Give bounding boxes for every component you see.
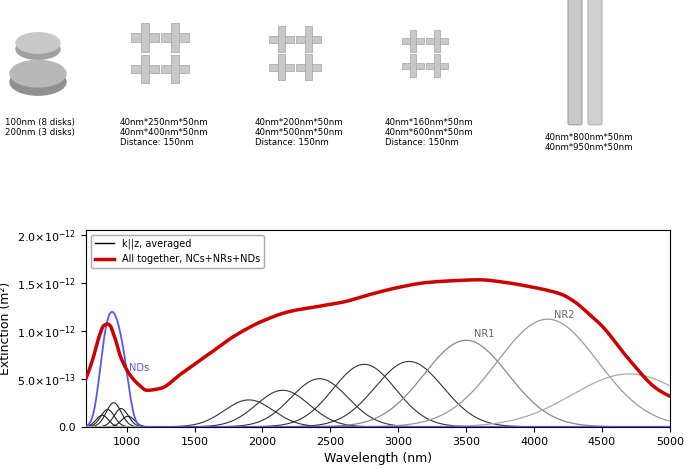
FancyBboxPatch shape <box>426 62 448 68</box>
FancyBboxPatch shape <box>402 39 424 41</box>
FancyBboxPatch shape <box>171 23 179 52</box>
Text: 40nm*200nm*50nm
40nm*500nm*50nm
Distance: 150nm: 40nm*200nm*50nm 40nm*500nm*50nm Distance… <box>255 118 344 147</box>
FancyBboxPatch shape <box>434 54 440 77</box>
Text: NR1: NR1 <box>474 329 495 340</box>
Y-axis label: Extinction (m²): Extinction (m²) <box>0 282 12 375</box>
FancyBboxPatch shape <box>131 65 159 73</box>
FancyBboxPatch shape <box>426 39 448 41</box>
Legend: k||z, averaged, All together, NCs+NRs+NDs: k||z, averaged, All together, NCs+NRs+ND… <box>91 234 264 268</box>
FancyBboxPatch shape <box>402 64 424 66</box>
FancyBboxPatch shape <box>269 66 294 68</box>
FancyBboxPatch shape <box>305 54 313 80</box>
FancyBboxPatch shape <box>171 55 179 83</box>
FancyBboxPatch shape <box>434 30 440 52</box>
Text: NDs: NDs <box>129 363 150 373</box>
Ellipse shape <box>10 61 66 87</box>
FancyBboxPatch shape <box>296 38 322 40</box>
Text: NR2: NR2 <box>554 310 575 320</box>
FancyBboxPatch shape <box>131 36 159 38</box>
FancyBboxPatch shape <box>402 38 424 44</box>
FancyBboxPatch shape <box>131 33 159 42</box>
Ellipse shape <box>10 68 66 95</box>
FancyBboxPatch shape <box>410 54 416 77</box>
FancyBboxPatch shape <box>161 68 190 70</box>
FancyBboxPatch shape <box>269 38 294 40</box>
FancyBboxPatch shape <box>296 64 322 71</box>
FancyBboxPatch shape <box>161 65 190 73</box>
FancyBboxPatch shape <box>141 55 148 83</box>
FancyBboxPatch shape <box>426 64 448 66</box>
FancyBboxPatch shape <box>278 54 284 80</box>
FancyBboxPatch shape <box>305 26 313 52</box>
Ellipse shape <box>16 33 60 53</box>
FancyBboxPatch shape <box>296 36 322 43</box>
Ellipse shape <box>16 39 60 60</box>
FancyBboxPatch shape <box>588 0 602 125</box>
FancyBboxPatch shape <box>278 26 284 52</box>
FancyBboxPatch shape <box>131 68 159 70</box>
FancyBboxPatch shape <box>410 30 416 52</box>
FancyBboxPatch shape <box>269 64 294 71</box>
FancyBboxPatch shape <box>296 66 322 68</box>
FancyBboxPatch shape <box>426 38 448 44</box>
Text: 40nm*250nm*50nm
40nm*400nm*50nm
Distance: 150nm: 40nm*250nm*50nm 40nm*400nm*50nm Distance… <box>120 118 209 147</box>
FancyBboxPatch shape <box>141 23 148 52</box>
FancyBboxPatch shape <box>402 62 424 68</box>
Text: 100nm (8 disks)
200nm (3 disks): 100nm (8 disks) 200nm (3 disks) <box>5 118 75 137</box>
X-axis label: Wavelength (nm): Wavelength (nm) <box>324 452 432 465</box>
FancyBboxPatch shape <box>161 36 190 38</box>
Text: 40nm*160nm*50nm
40nm*600nm*50nm
Distance: 150nm: 40nm*160nm*50nm 40nm*600nm*50nm Distance… <box>385 118 473 147</box>
FancyBboxPatch shape <box>161 33 190 42</box>
FancyBboxPatch shape <box>269 36 294 43</box>
FancyBboxPatch shape <box>568 0 582 125</box>
Text: 40nm*800nm*50nm
40nm*950nm*50nm: 40nm*800nm*50nm 40nm*950nm*50nm <box>545 133 633 152</box>
